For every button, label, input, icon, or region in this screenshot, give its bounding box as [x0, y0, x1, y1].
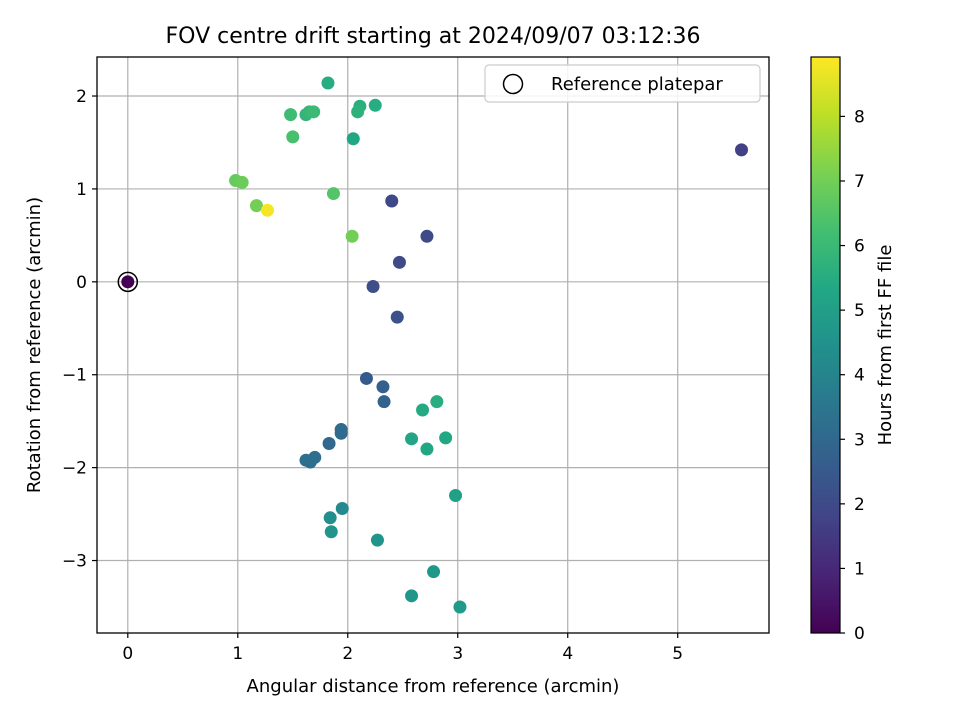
data-point	[321, 76, 335, 90]
y-tick-label: −2	[62, 459, 87, 479]
y-tick-label: 1	[76, 180, 87, 200]
data-point	[351, 105, 365, 119]
data-point	[427, 565, 441, 579]
data-point	[324, 525, 338, 539]
data-point	[385, 194, 399, 208]
data-point	[735, 143, 749, 157]
data-point	[405, 589, 419, 603]
data-point	[359, 371, 373, 385]
legend-reference-marker	[502, 73, 524, 95]
plot-frame	[96, 56, 770, 634]
data-point	[376, 380, 390, 394]
data-point	[303, 455, 317, 469]
chart-title: FOV centre drift starting at 2024/09/07 …	[166, 24, 701, 49]
data-point	[453, 600, 467, 614]
data-point	[322, 436, 336, 450]
grid-lines	[97, 57, 769, 633]
x-axis-ticks: 0 1 2 3 4 5	[122, 633, 683, 664]
data-points	[121, 76, 749, 614]
data-point	[346, 132, 360, 146]
reference-point	[117, 271, 139, 293]
colorbar-label: Hours from first FF file	[875, 245, 896, 446]
data-point	[307, 105, 321, 119]
colorbar-tick-label: 6	[854, 237, 865, 257]
x-tick-label: 5	[672, 644, 683, 664]
reference-marker	[117, 271, 139, 293]
colorbar-tick-label: 2	[854, 495, 865, 515]
x-tick-label: 0	[122, 644, 133, 664]
colorbar-tick-label: 0	[854, 624, 865, 644]
data-point	[323, 511, 337, 525]
data-point	[249, 199, 263, 213]
data-point	[121, 275, 135, 289]
y-tick-label: 2	[76, 87, 87, 107]
x-tick-label: 2	[342, 644, 353, 664]
colorbar-tick-label: 3	[854, 430, 865, 450]
data-point	[368, 98, 382, 112]
data-point	[420, 229, 434, 243]
x-tick-label: 1	[232, 644, 243, 664]
data-point	[449, 489, 463, 503]
data-point	[390, 310, 404, 324]
legend-reference-label: Reference platepar	[551, 74, 723, 95]
colorbar	[810, 56, 841, 634]
y-tick-label: −3	[62, 552, 87, 572]
x-tick-label: 4	[562, 644, 573, 664]
data-point	[260, 203, 274, 217]
data-point	[392, 255, 406, 269]
data-point	[430, 395, 444, 409]
data-point	[335, 502, 349, 516]
legend: Reference platepar	[484, 64, 761, 103]
colorbar-tick-label: 7	[854, 172, 865, 192]
y-tick-label: 0	[76, 273, 87, 293]
x-axis-label: Angular distance from reference (arcmin)	[247, 676, 620, 697]
data-point	[345, 229, 359, 243]
x-tick-label: 3	[452, 644, 463, 664]
data-point	[370, 533, 384, 547]
data-point	[420, 442, 434, 456]
y-axis-label: Rotation from reference (arcmin)	[24, 197, 45, 493]
legend-box	[484, 64, 761, 103]
colorbar-tick-label: 5	[854, 301, 865, 321]
data-point	[334, 426, 348, 440]
colorbar-ticks: 0 1 2 3 4 5 6 7 8	[840, 107, 865, 644]
y-axis-ticks: −3 −2 −1 0 1 2	[62, 87, 97, 572]
colorbar-tick-label: 4	[854, 366, 865, 386]
data-point	[286, 130, 300, 144]
data-point	[439, 431, 453, 445]
data-point	[366, 279, 380, 293]
data-point	[326, 187, 340, 201]
data-point	[284, 108, 298, 122]
data-point	[405, 432, 419, 446]
y-tick-label: −1	[62, 366, 87, 386]
data-point	[377, 395, 391, 409]
data-point	[416, 403, 430, 417]
colorbar-tick-label: 1	[854, 559, 865, 579]
colorbar-tick-label: 8	[854, 107, 865, 127]
data-point	[235, 175, 249, 189]
